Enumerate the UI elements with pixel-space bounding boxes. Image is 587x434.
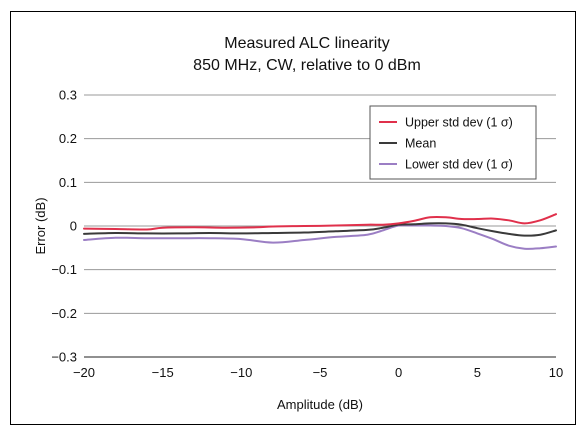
- x-tick-label: −20: [73, 365, 95, 380]
- chart-title-line-2: 850 MHz, CW, relative to 0 dBm: [193, 57, 421, 74]
- legend-label-upper-std-dev: Upper std dev (1 σ): [405, 116, 513, 130]
- legend-label-mean: Mean: [405, 137, 436, 151]
- series-lines: [83, 213, 557, 250]
- y-axis-label: Error (dB): [33, 197, 48, 254]
- y-tick-label: −0.2: [51, 306, 77, 321]
- y-tick-label: 0.3: [59, 88, 77, 103]
- x-axis-label: Amplitude (dB): [277, 397, 363, 412]
- series-upper-std-dev-line: [83, 213, 557, 231]
- chart-title-line-1: Measured ALC linearity: [224, 35, 389, 52]
- legend-label-lower-std-dev: Lower std dev (1 σ): [405, 158, 513, 172]
- x-tick-labels: −20 −15 −10 −5 0 5 10: [73, 365, 563, 380]
- x-tick-label: −15: [152, 365, 174, 380]
- y-tick-label: 0.1: [59, 175, 77, 190]
- y-tick-label: 0.2: [59, 131, 77, 146]
- series-mean-line: [83, 222, 557, 237]
- y-tick-label: 0: [70, 219, 77, 234]
- y-tick-label: −0.3: [51, 350, 77, 365]
- y-tick-label: −0.1: [51, 262, 77, 277]
- legend-box: [369, 105, 537, 180]
- x-tick-label: −10: [230, 365, 252, 380]
- x-tick-label: 10: [549, 365, 563, 380]
- x-tick-label: 5: [474, 365, 481, 380]
- legend: Upper std dev (1 σ) Mean Lower std dev (1 …: [369, 105, 537, 180]
- y-tick-labels: 0.3 0.2 0.1 0 −0.1 −0.2 −0.3: [51, 88, 77, 365]
- series-lower-std-dev-line: [83, 224, 557, 250]
- x-tick-label: 0: [395, 365, 402, 380]
- x-tick-label: −5: [313, 365, 328, 380]
